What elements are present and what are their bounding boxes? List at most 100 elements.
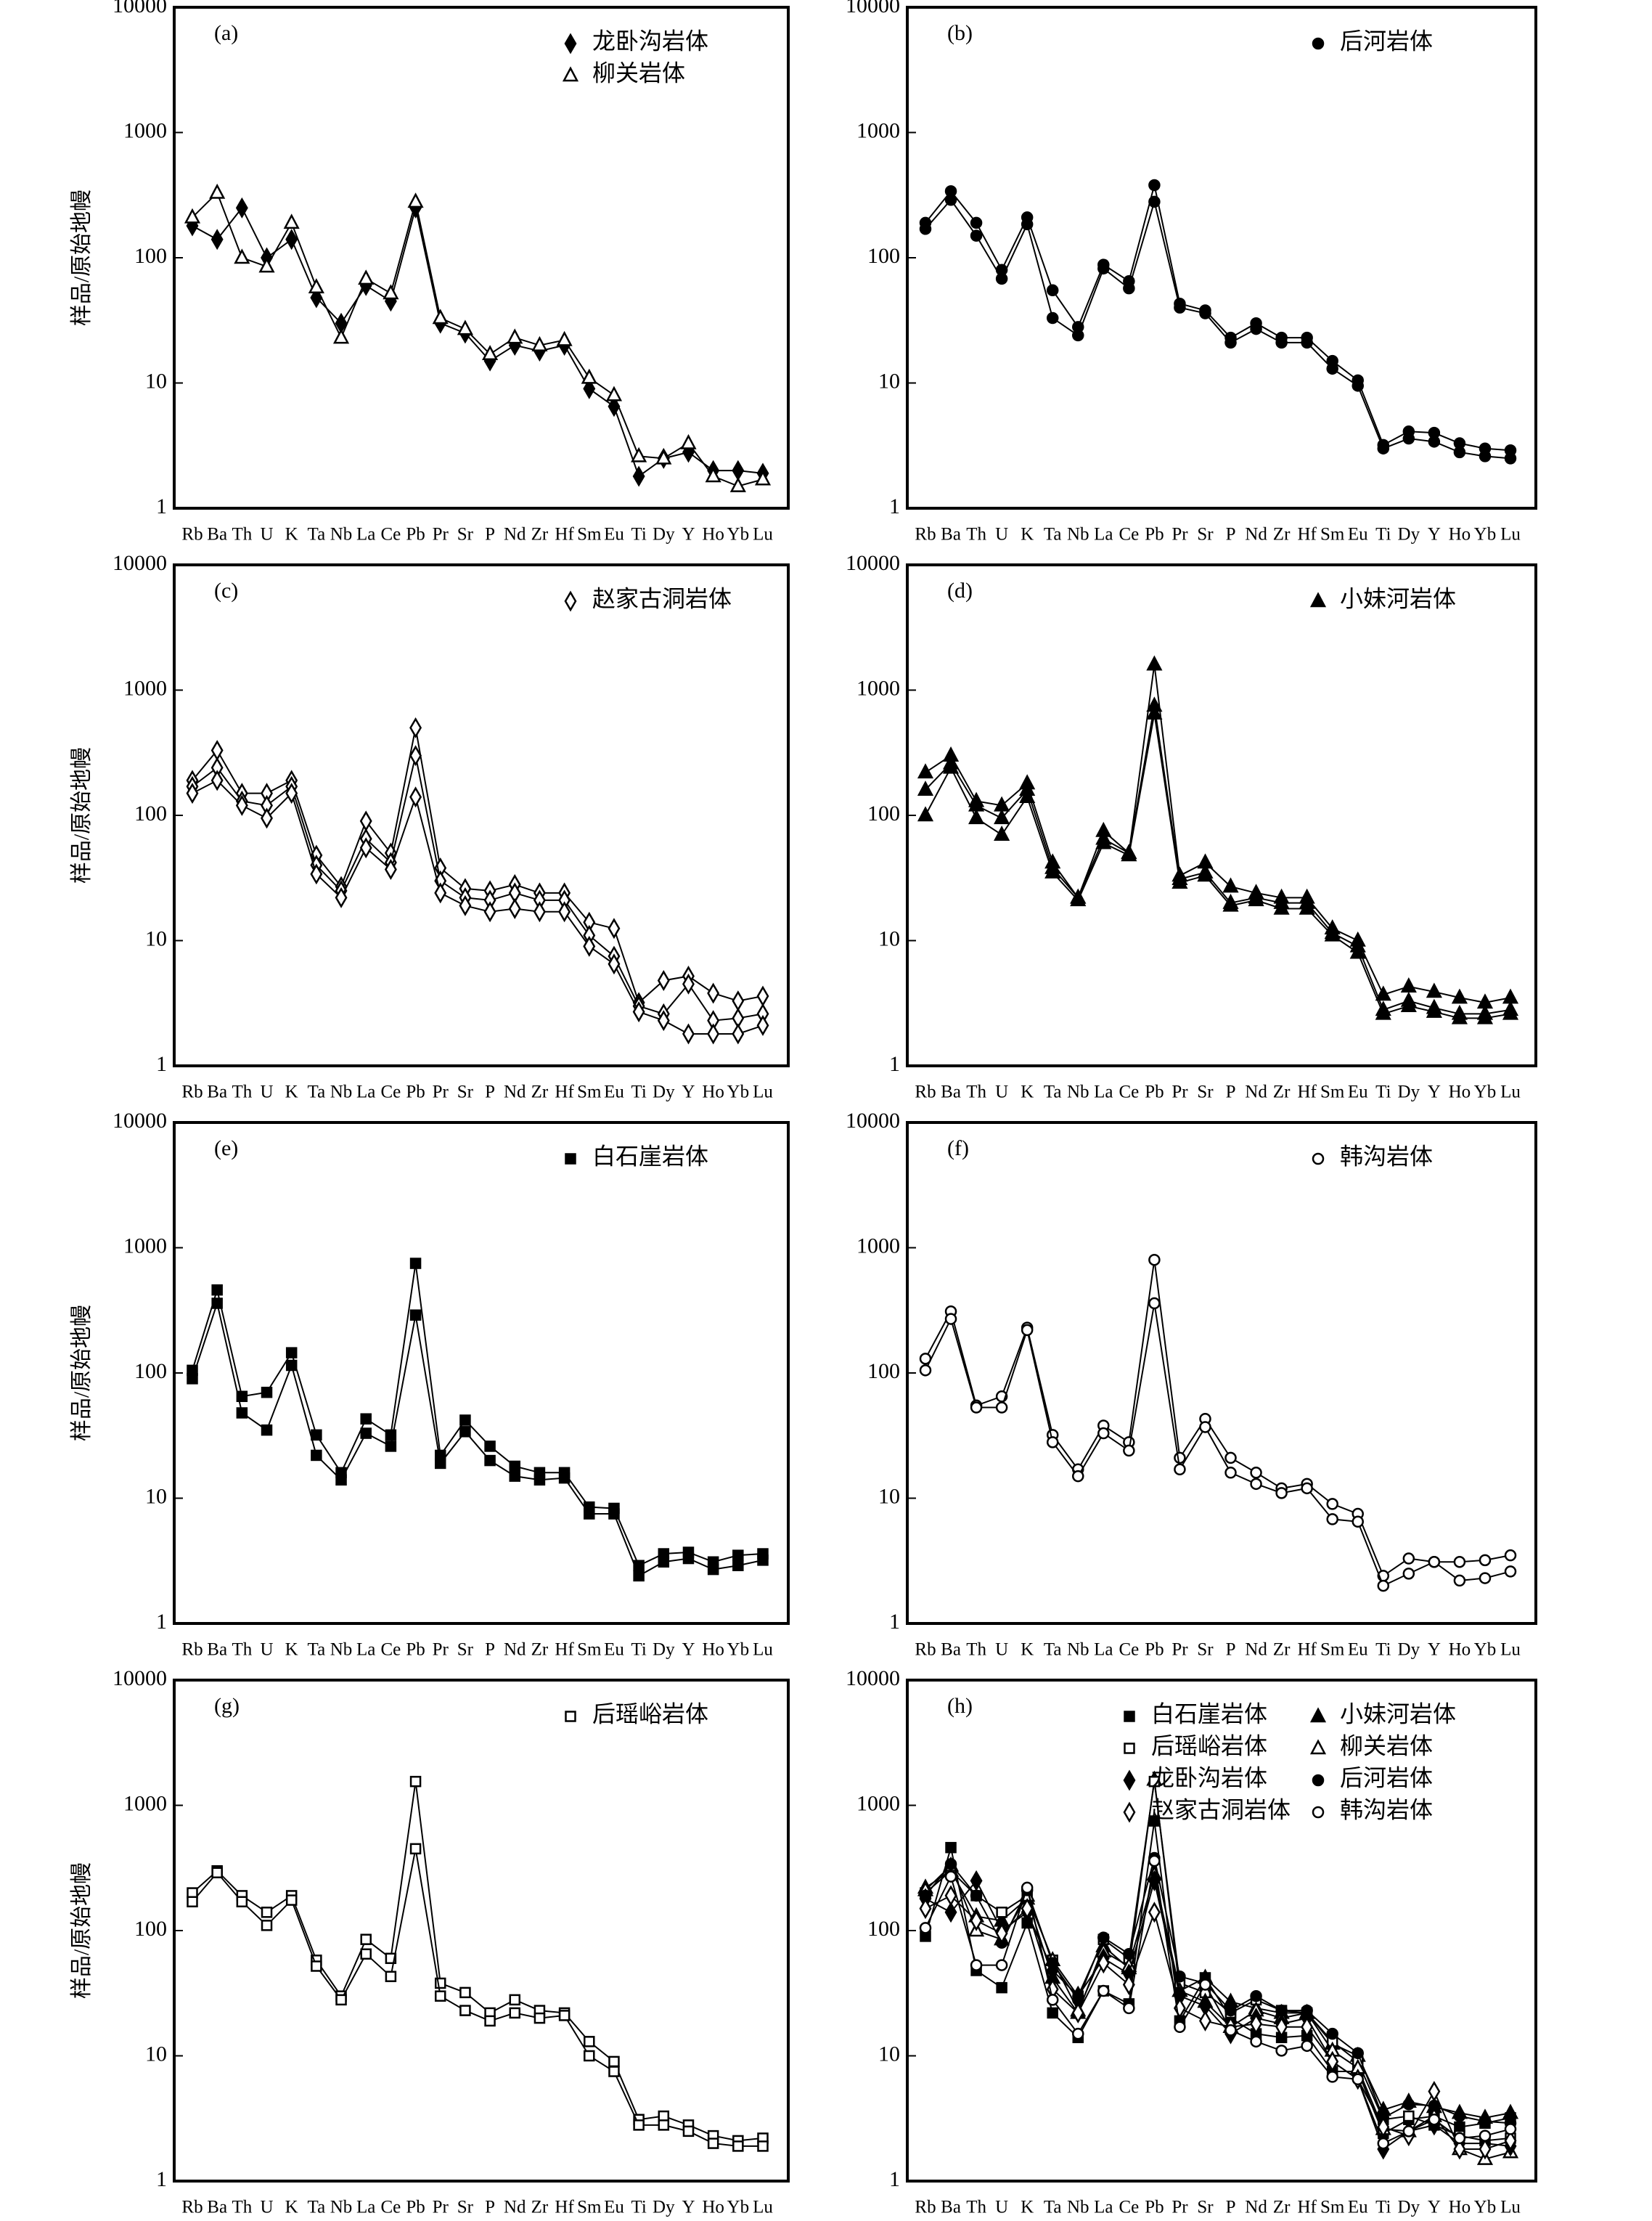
data-point — [234, 248, 250, 264]
data-point — [1174, 1970, 1186, 1983]
data-point — [531, 335, 548, 351]
plot-frame — [906, 1121, 1537, 1625]
x-tick-label: Pr — [433, 2198, 449, 2217]
data-point — [583, 935, 596, 957]
series-line — [925, 664, 1511, 1003]
data-point — [729, 476, 746, 492]
series-line — [925, 198, 1511, 460]
x-tick-label: Zr — [531, 1083, 549, 1102]
data-point — [1019, 788, 1036, 804]
data-point — [1072, 1470, 1084, 1483]
legend-label: 白石崖岩体 — [1151, 1700, 1267, 1727]
data-point — [1479, 2138, 1492, 2160]
data-point — [1097, 1952, 1110, 1974]
legend-label: 小妹河岩体 — [1340, 585, 1456, 611]
data-point — [682, 1023, 695, 1045]
data-point — [1402, 2125, 1415, 2138]
y-tick-label: 10000 — [113, 1666, 167, 1690]
data-point — [1222, 877, 1239, 893]
y-tick-label: 10 — [878, 1484, 900, 1508]
data-point — [1479, 1572, 1492, 1584]
data-point — [1123, 1948, 1135, 1960]
data-point — [1174, 301, 1186, 314]
x-tick-label: La — [356, 2198, 375, 2217]
data-point — [1502, 2103, 1519, 2119]
panel-label: (c) — [214, 579, 238, 603]
legend-label: 龙卧沟岩体 — [592, 28, 708, 54]
data-point — [308, 278, 324, 294]
data-point — [707, 1023, 720, 1045]
data-point — [1326, 2050, 1339, 2072]
x-tick-label: Eu — [604, 1083, 624, 1102]
y-tick-label: 10000 — [846, 1109, 900, 1133]
x-tick-label: La — [1094, 1640, 1113, 1660]
x-tick-label: Sr — [1197, 525, 1214, 545]
legend-marker — [564, 33, 577, 54]
data-point — [1426, 982, 1442, 998]
data-point — [1426, 1002, 1442, 1018]
data-point — [1250, 1467, 1262, 1479]
legend-marker — [1123, 1769, 1136, 1791]
legend-marker — [1123, 1801, 1136, 1823]
x-tick-label: Nb — [330, 2198, 353, 2217]
y-tick-label: 100 — [867, 244, 900, 268]
x-tick-label: Ti — [631, 525, 646, 545]
series-line — [925, 1780, 1511, 2119]
data-point — [1326, 2071, 1338, 2083]
data-point — [970, 1401, 983, 1414]
x-tick-label: Pb — [406, 1083, 425, 1102]
series-line — [192, 755, 764, 1022]
x-tick-label: Th — [232, 1083, 252, 1102]
data-point — [235, 794, 248, 816]
x-tick-label: K — [285, 2198, 298, 2217]
x-tick-label: Ce — [1119, 525, 1139, 545]
x-tick-label: U — [260, 2198, 273, 2217]
y-tick-label: 1 — [889, 494, 900, 518]
data-point — [209, 183, 226, 199]
data-point — [1453, 2110, 1466, 2122]
series-line — [925, 1864, 1511, 2160]
x-tick-label: Ba — [207, 1083, 227, 1102]
data-point — [1097, 262, 1110, 275]
x-tick-label: P — [485, 2198, 495, 2217]
plot-frame — [906, 6, 1537, 510]
legend-label: 韩沟岩体 — [1340, 1796, 1433, 1822]
data-point — [1148, 1297, 1161, 1310]
data-point — [1046, 1957, 1059, 1970]
x-tick-label: Ta — [308, 2198, 326, 2217]
y-tick-label: 100 — [867, 1917, 900, 1941]
y-tick-label: 1 — [156, 1052, 167, 1076]
legend-marker — [1309, 1707, 1327, 1723]
data-point — [311, 1429, 322, 1441]
series-line — [192, 1263, 764, 1567]
data-point — [409, 786, 422, 808]
data-point — [335, 1994, 347, 2006]
x-tick-label: Yb — [1474, 1083, 1497, 1102]
data-point — [1476, 1008, 1494, 1024]
y-tick-label: 100 — [867, 802, 900, 826]
data-point — [509, 1470, 521, 1482]
legend-label: 柳关岩体 — [1340, 1732, 1433, 1759]
data-point — [1021, 1324, 1034, 1337]
x-tick-label: Th — [966, 1083, 986, 1102]
data-point — [311, 1449, 322, 1462]
x-tick-label: Rb — [915, 2198, 936, 2217]
data-point — [1301, 2004, 1313, 2017]
data-point — [1224, 1467, 1237, 1479]
y-tick-label: 1 — [889, 2167, 900, 2191]
y-tick-label: 10 — [878, 2042, 900, 2066]
x-tick-label: La — [356, 525, 375, 545]
data-point — [434, 1457, 446, 1470]
panel-label: (g) — [214, 1694, 240, 1718]
legend-label: 赵家古洞岩体 — [592, 585, 732, 611]
y-tick-label: 1 — [156, 2167, 167, 2191]
x-tick-label: Sm — [1320, 525, 1345, 545]
x-tick-label: Yb — [727, 2198, 750, 2217]
data-point — [1248, 891, 1264, 907]
data-point — [1222, 896, 1239, 912]
data-point — [1121, 846, 1137, 862]
data-point — [705, 467, 721, 483]
x-tick-label: U — [995, 1640, 1008, 1660]
data-point — [632, 1001, 645, 1023]
